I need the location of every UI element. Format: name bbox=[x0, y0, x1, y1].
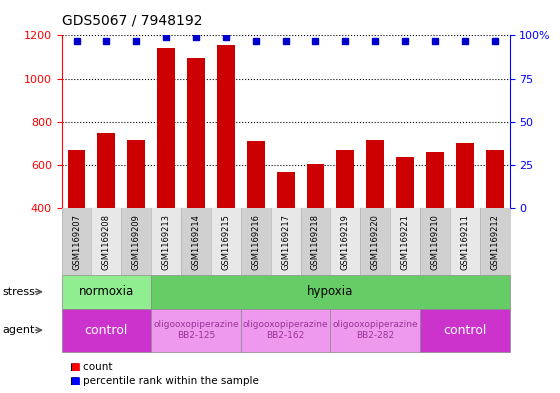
Bar bbox=[68, 150, 86, 295]
Text: GSM1169217: GSM1169217 bbox=[281, 214, 290, 270]
Text: agent: agent bbox=[3, 325, 35, 335]
Bar bbox=[277, 171, 295, 295]
Text: GSM1169218: GSM1169218 bbox=[311, 214, 320, 270]
Text: GSM1169212: GSM1169212 bbox=[490, 214, 499, 270]
Bar bbox=[217, 45, 235, 295]
Text: ■ count: ■ count bbox=[70, 362, 113, 373]
Bar bbox=[247, 141, 265, 295]
Text: ■: ■ bbox=[70, 376, 80, 386]
Text: control: control bbox=[443, 323, 487, 337]
Text: oligooxopiperazine
BB2-162: oligooxopiperazine BB2-162 bbox=[243, 320, 328, 340]
Bar bbox=[337, 150, 354, 295]
Bar bbox=[187, 58, 205, 295]
Text: ■: ■ bbox=[70, 362, 80, 373]
Text: GSM1169207: GSM1169207 bbox=[72, 214, 81, 270]
Bar bbox=[127, 140, 145, 295]
Bar bbox=[486, 150, 503, 295]
Bar bbox=[97, 132, 115, 295]
Text: GDS5067 / 7948192: GDS5067 / 7948192 bbox=[62, 14, 202, 28]
Text: GSM1169215: GSM1169215 bbox=[221, 214, 230, 270]
Text: GSM1169221: GSM1169221 bbox=[400, 214, 409, 270]
Text: GSM1169220: GSM1169220 bbox=[371, 214, 380, 270]
Text: GSM1169216: GSM1169216 bbox=[251, 214, 260, 270]
Text: GSM1169214: GSM1169214 bbox=[192, 214, 200, 270]
Text: control: control bbox=[85, 323, 128, 337]
Bar bbox=[366, 140, 384, 295]
Text: GSM1169211: GSM1169211 bbox=[460, 214, 469, 270]
Text: GSM1169219: GSM1169219 bbox=[341, 214, 350, 270]
Text: hypoxia: hypoxia bbox=[307, 285, 353, 298]
Text: GSM1169209: GSM1169209 bbox=[132, 214, 141, 270]
Text: ■ percentile rank within the sample: ■ percentile rank within the sample bbox=[70, 376, 259, 386]
Text: oligooxopiperazine
BB2-282: oligooxopiperazine BB2-282 bbox=[333, 320, 418, 340]
Text: GSM1169210: GSM1169210 bbox=[431, 214, 440, 270]
Text: oligooxopiperazine
BB2-125: oligooxopiperazine BB2-125 bbox=[153, 320, 239, 340]
Text: normoxia: normoxia bbox=[79, 285, 134, 298]
Text: GSM1169213: GSM1169213 bbox=[162, 214, 171, 270]
Bar bbox=[157, 48, 175, 295]
Text: GSM1169208: GSM1169208 bbox=[102, 214, 111, 270]
Bar bbox=[426, 152, 444, 295]
Text: stress: stress bbox=[3, 287, 36, 297]
Bar bbox=[306, 164, 324, 295]
Bar bbox=[396, 158, 414, 295]
Bar bbox=[456, 143, 474, 295]
